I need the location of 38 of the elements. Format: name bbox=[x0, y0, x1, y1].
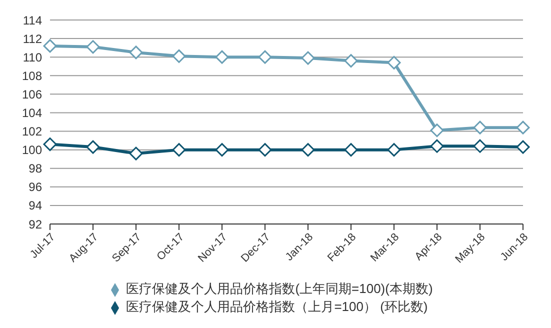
point bbox=[516, 120, 530, 134]
point bbox=[129, 46, 143, 60]
point bbox=[387, 56, 401, 70]
point bbox=[43, 138, 57, 152]
y-tick-label: 100 bbox=[22, 143, 42, 158]
point bbox=[344, 54, 358, 68]
y-tick-label: 96 bbox=[28, 180, 42, 194]
point bbox=[43, 39, 57, 53]
legend-label: 医疗保健及个人用品价格指数(上年同期=100)(本期数) bbox=[126, 281, 433, 296]
point bbox=[129, 146, 143, 160]
point bbox=[258, 50, 272, 64]
y-tick-label: 92 bbox=[28, 217, 42, 232]
point bbox=[86, 40, 100, 54]
point bbox=[430, 139, 444, 153]
y-tick-label: 104 bbox=[22, 106, 42, 120]
point bbox=[387, 143, 401, 157]
point bbox=[172, 143, 186, 157]
legend-label: 医疗保健及个人用品价格指数（上月=100） (环比数) bbox=[126, 299, 428, 314]
y-tick-label: 112 bbox=[22, 32, 42, 46]
y-tick-label: 102 bbox=[22, 124, 42, 139]
y-tick-label: 106 bbox=[22, 87, 42, 102]
point bbox=[516, 140, 530, 154]
point bbox=[430, 124, 444, 138]
point bbox=[215, 50, 229, 64]
point bbox=[473, 139, 487, 153]
point bbox=[86, 140, 100, 154]
point bbox=[258, 143, 272, 157]
y-tick-label: 94 bbox=[28, 198, 42, 213]
point bbox=[301, 143, 315, 157]
point bbox=[344, 143, 358, 157]
y-tick-label: 114 bbox=[22, 13, 42, 28]
point bbox=[473, 120, 487, 134]
point bbox=[301, 51, 315, 65]
y-tick-label: 110 bbox=[22, 50, 42, 64]
point bbox=[172, 49, 186, 63]
y-tick-label: 98 bbox=[28, 162, 42, 176]
point bbox=[215, 143, 229, 157]
y-tick-label: 108 bbox=[22, 68, 42, 83]
